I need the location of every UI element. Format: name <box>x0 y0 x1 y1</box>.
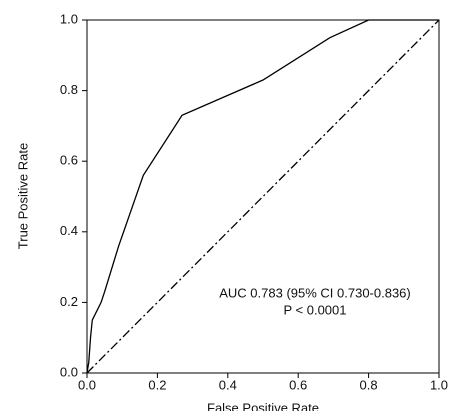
x-tick-label: 1.0 <box>430 377 448 392</box>
y-tick-label: 0.4 <box>60 223 78 238</box>
x-tick-label: 0.0 <box>78 377 96 392</box>
x-tick-label: 0.4 <box>219 377 237 392</box>
y-tick-label: 0.0 <box>60 364 78 379</box>
y-axis-label: True Positive Rate <box>15 143 30 249</box>
y-tick-label: 0.2 <box>60 294 78 309</box>
x-tick-label: 0.8 <box>360 377 378 392</box>
annotation: AUC 0.783 (95% CI 0.730-0.836) <box>219 285 411 300</box>
x-tick-label: 0.2 <box>148 377 166 392</box>
x-tick-label: 0.6 <box>289 377 307 392</box>
y-tick-label: 1.0 <box>60 11 78 26</box>
annotation: P < 0.0001 <box>283 302 346 317</box>
y-tick-label: 0.6 <box>60 153 78 168</box>
plot-frame <box>86 19 440 374</box>
y-tick-label: 0.8 <box>60 82 78 97</box>
x-axis-label: False Positive Rate <box>207 400 319 411</box>
roc-line <box>86 19 439 374</box>
roc-line <box>86 19 440 374</box>
